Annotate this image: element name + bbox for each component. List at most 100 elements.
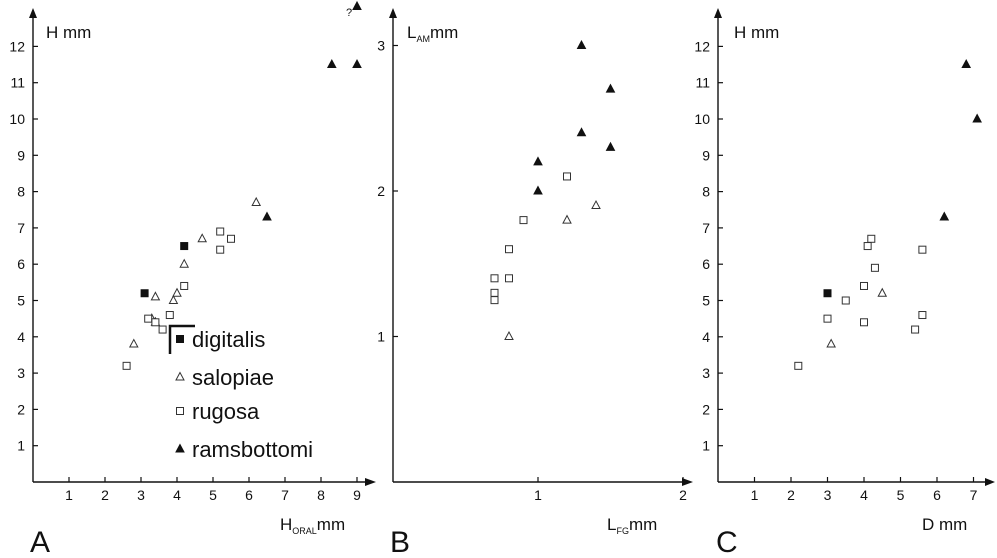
legend-items: digitalis salopiae rugosa ramsbottomi (175, 327, 313, 462)
panel-c-point-rugosa (867, 234, 876, 243)
panel-a-point-ramsbottomi (352, 58, 362, 69)
panel-a-x-tick-label: 4 (173, 487, 181, 503)
panel-c-point-ramsbottomi (939, 211, 950, 221)
panel-a-point-salopiae (128, 338, 139, 348)
legend-marker-rugosa (176, 407, 184, 415)
panel-a-point-rugosa (227, 234, 235, 243)
panel-c-x-tick-label: 2 (787, 487, 795, 503)
panel-c-y-tick-label: 7 (702, 220, 710, 236)
panel-a-point-rugosa (158, 325, 167, 334)
panel-b-point-rugosa (519, 216, 528, 225)
panel-c-x-tick-label: 7 (970, 487, 978, 503)
panel-a-x-label-main: H (280, 515, 292, 534)
panel-a-x-tick-label: 1 (65, 487, 73, 503)
panel-c-point-rugosa (918, 311, 927, 320)
panel-b-point-rugosa (490, 288, 499, 297)
panel-c-y-arrowhead (714, 8, 722, 18)
panel-c-point-rugosa (823, 314, 832, 323)
panel-a-x-tick-label: 7 (281, 487, 289, 503)
panel-c-x-tick-label: 1 (751, 487, 759, 503)
panel-a-x-tick-label: 3 (137, 487, 145, 503)
panel-b-y-label: LAMmm (407, 23, 458, 44)
panel-a-point-rugosa (216, 227, 225, 236)
legend-marker-salopiae (175, 371, 185, 381)
panel-c-point-salopiae (877, 287, 888, 297)
panel-b-y-tick-label: 2 (377, 183, 385, 199)
panel-b-x-tick-label: 1 (534, 487, 542, 503)
panel-a-y-label: H mm (46, 23, 91, 42)
panel-a-point-ramsbottomi (262, 211, 272, 221)
panel-b-points (490, 39, 616, 340)
panel-c-y-tick-label: 2 (702, 401, 710, 417)
panel-a-x-label: HORALmm (280, 515, 345, 536)
legend-marker-digitalis (176, 335, 184, 343)
panel-c-point-rugosa (841, 296, 850, 305)
panel-a-point-rugosa (144, 314, 153, 323)
panel-b-x-label-main: L (607, 515, 616, 534)
legend-label-rugosa: rugosa (192, 399, 260, 424)
panel-a-y-tick-label: 1 (17, 438, 25, 454)
panel-c-y-tick-label: 6 (702, 256, 710, 272)
panel-c-x-label: D mm (922, 515, 967, 534)
panel-a-y-tick-label: 11 (10, 75, 25, 91)
panel-a-point-rugosa (151, 318, 160, 327)
panel-c-point-ramsbottomi (972, 113, 982, 123)
panel-b-point-rugosa (505, 245, 513, 254)
panel-c-x-arrowhead (985, 478, 995, 486)
panel-c-point-digitalis (823, 289, 832, 298)
legend-label-ramsbottomi: ramsbottomi (192, 437, 313, 462)
panel-b-point-ramsbottomi (576, 39, 587, 49)
panel-b-y-tick-label: 3 (377, 38, 385, 54)
panel-c-y-tick-label: 12 (694, 38, 710, 54)
legend-label-salopiae: salopiae (192, 365, 274, 390)
panel-b-point-ramsbottomi (576, 127, 587, 137)
panel-a-y-tick-label: 2 (17, 401, 25, 417)
panel-b-x-arrowhead (682, 478, 693, 486)
panel-a-points (122, 0, 362, 370)
panel-a-point-salopiae (251, 196, 262, 206)
panel-b-x-tick-label: 2 (679, 487, 687, 503)
panel-b-point-rugosa (490, 296, 499, 305)
panel-b-point-ramsbottomi (605, 141, 616, 151)
panel-b-point-ramsbottomi (533, 185, 543, 195)
panel-b-x-label-sub: FG (616, 526, 629, 536)
panel-c-y-label: H mm (734, 23, 779, 42)
panel-a-y-tick-label: 3 (17, 365, 25, 381)
panel-a-y-arrowhead (29, 8, 37, 18)
panel-b-x-label-unit: mm (629, 515, 657, 534)
panel-a-point-rugosa (216, 245, 225, 254)
panel-b-point-rugosa (490, 274, 499, 283)
panel-b-y-arrowhead (389, 8, 397, 18)
panel-c-point-rugosa (794, 361, 803, 370)
panel-b-letter: B (390, 526, 410, 558)
panel-c-y-tick-label: 9 (702, 147, 710, 163)
panel-a-point-salopiae (172, 287, 182, 297)
legend-bracket (168, 324, 195, 354)
panel-a-y-tick-label: 10 (9, 111, 25, 127)
panel-b-y-label-main: L (407, 23, 416, 42)
panel-c-x-tick-label: 5 (897, 487, 905, 503)
panel-a-x-tick-label: 8 (317, 487, 325, 503)
panel-a-x-label-sub: ORAL (292, 526, 317, 536)
panel-c-letter: C (716, 526, 738, 558)
panel-c-x-tick-label: 4 (860, 487, 868, 503)
panel-a-point-salopiae (150, 291, 161, 301)
panel-c-point-rugosa (870, 263, 879, 272)
panel-c-y-tick-label: 11 (695, 75, 710, 91)
panel-a-y-tick-label: 6 (17, 256, 25, 272)
panel-b-point-salopiae (562, 214, 572, 224)
legend-marker-ramsbottomi (175, 443, 185, 453)
panel-a-letter: A (30, 526, 50, 558)
panel-b-y-tick-label: 1 (377, 329, 385, 345)
panel-c-y-tick-label: 1 (702, 438, 710, 454)
panel-a-point-rugosa (180, 281, 189, 290)
panel-a-x-arrowhead (365, 478, 376, 486)
panel-a-y-tick-label: 5 (17, 293, 25, 309)
panel-a-y-tick-label: 12 (9, 38, 25, 54)
